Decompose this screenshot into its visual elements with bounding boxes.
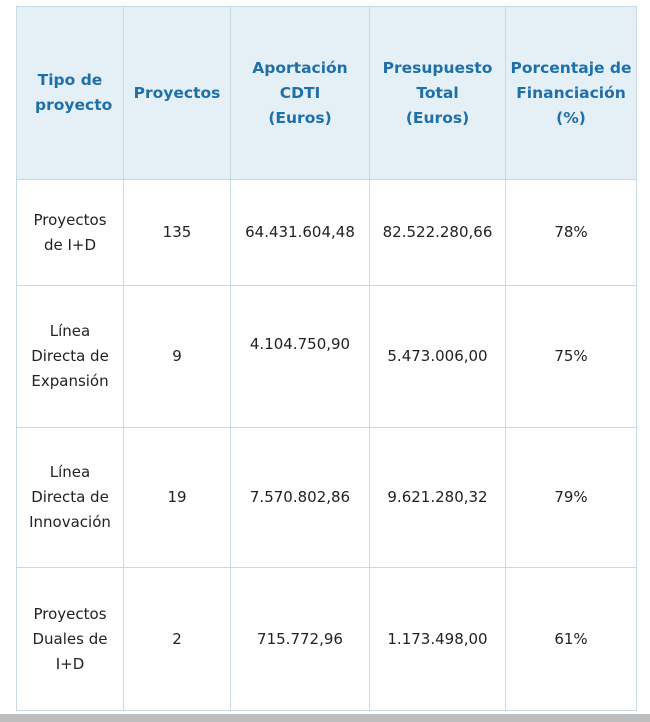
header-porcentaje-financiacion: Porcentaje de Financiación (%) — [505, 6, 637, 180]
cell-aportacion: 64.431.604,48 — [230, 179, 370, 286]
cell-porcentaje: 61% — [505, 567, 637, 711]
cell-tipo: Proyectos Duales de I+D — [16, 567, 124, 711]
header-row: Tipo de proyecto Proyectos Aportación CD… — [16, 6, 637, 180]
table-body: Proyectos de I+D 135 64.431.604,48 82.52… — [16, 179, 637, 711]
cell-proyectos: 135 — [123, 179, 231, 286]
cell-presupuesto: 9.621.280,32 — [369, 427, 506, 568]
table-row: Línea Directa de Innovación 19 7.570.802… — [16, 427, 637, 568]
bottom-bar — [0, 714, 650, 722]
funding-table: Tipo de proyecto Proyectos Aportación CD… — [16, 6, 637, 711]
table-row: Línea Directa de Expansión 9 4.104.750,9… — [16, 285, 637, 428]
cell-aportacion-value: 4.104.750,90 — [249, 335, 351, 353]
header-proyectos: Proyectos — [123, 6, 231, 180]
cell-proyectos: 9 — [123, 285, 231, 428]
table-row: Proyectos Duales de I+D 2 715.772,96 1.1… — [16, 567, 637, 711]
cell-porcentaje: 79% — [505, 427, 637, 568]
cell-proyectos: 19 — [123, 427, 231, 568]
header-presupuesto-total: Presupuesto Total (Euros) — [369, 6, 506, 180]
table-row: Proyectos de I+D 135 64.431.604,48 82.52… — [16, 179, 637, 286]
cell-tipo: Línea Directa de Innovación — [16, 427, 124, 568]
cell-presupuesto: 82.522.280,66 — [369, 179, 506, 286]
cell-proyectos: 2 — [123, 567, 231, 711]
cell-aportacion: 4.104.750,90 — [230, 285, 370, 428]
cell-presupuesto: 5.473.006,00 — [369, 285, 506, 428]
header-aportacion-cdti: Aportación CDTI (Euros) — [230, 6, 370, 180]
header-tipo-de-proyecto: Tipo de proyecto — [16, 6, 124, 180]
table-header: Tipo de proyecto Proyectos Aportación CD… — [16, 6, 637, 180]
cell-presupuesto: 1.173.498,00 — [369, 567, 506, 711]
cell-tipo: Línea Directa de Expansión — [16, 285, 124, 428]
cell-aportacion: 715.772,96 — [230, 567, 370, 711]
cell-aportacion: 7.570.802,86 — [230, 427, 370, 568]
cell-porcentaje: 78% — [505, 179, 637, 286]
cell-tipo: Proyectos de I+D — [16, 179, 124, 286]
cell-porcentaje: 75% — [505, 285, 637, 428]
